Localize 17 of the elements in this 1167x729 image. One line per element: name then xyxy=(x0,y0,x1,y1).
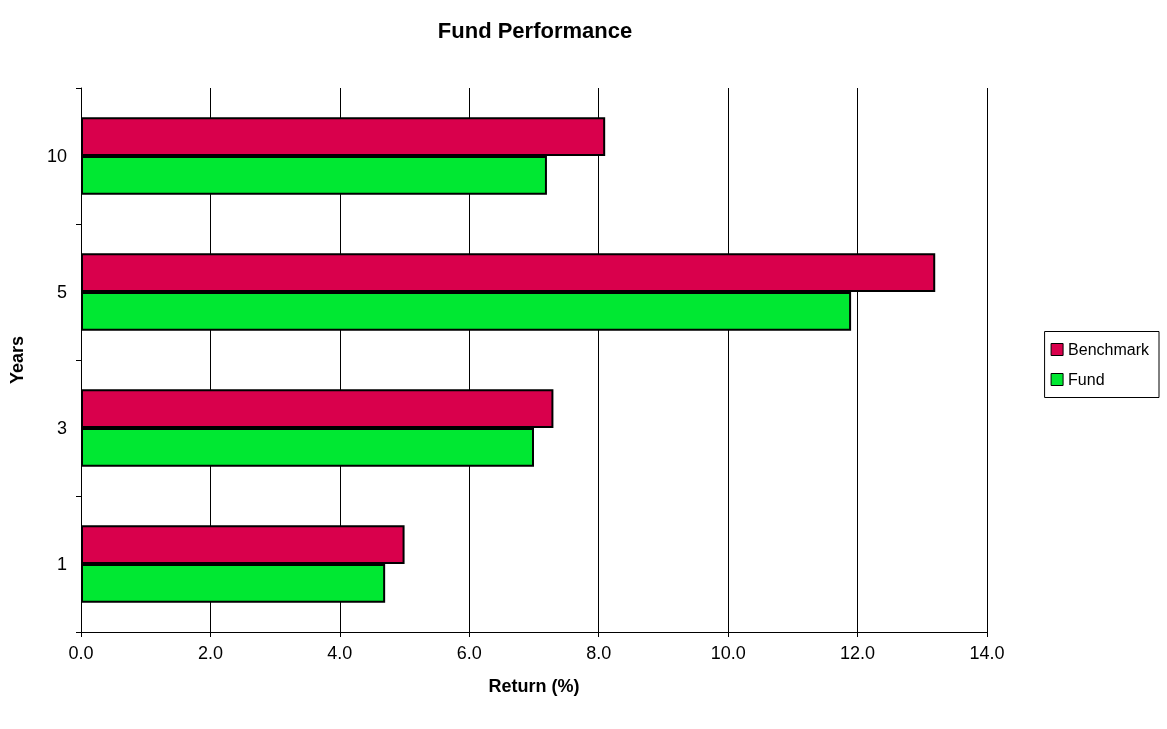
chart-title: Fund Performance xyxy=(437,17,633,43)
y-axis-title: Years xyxy=(7,335,27,385)
legend-label: Benchmark xyxy=(1068,341,1150,358)
y-tick-label: 1 xyxy=(56,554,67,574)
x-tick-label: 8.0 xyxy=(586,643,612,663)
x-tick-label: 4.0 xyxy=(327,643,353,663)
x-axis-title: Return (%) xyxy=(488,676,580,696)
x-tick-label: 6.0 xyxy=(456,643,482,663)
x-tick-label: 14.0 xyxy=(969,643,1005,663)
x-tick-label: 12.0 xyxy=(840,643,876,663)
y-tick-label: 10 xyxy=(46,146,67,166)
y-tick-label: 3 xyxy=(56,418,67,438)
y-tick-label: 5 xyxy=(56,282,67,302)
x-tick-label: 0.0 xyxy=(68,643,94,663)
x-tick-label: 2.0 xyxy=(197,643,223,663)
legend-label: Fund xyxy=(1068,371,1105,388)
x-tick-label: 10.0 xyxy=(710,643,746,663)
